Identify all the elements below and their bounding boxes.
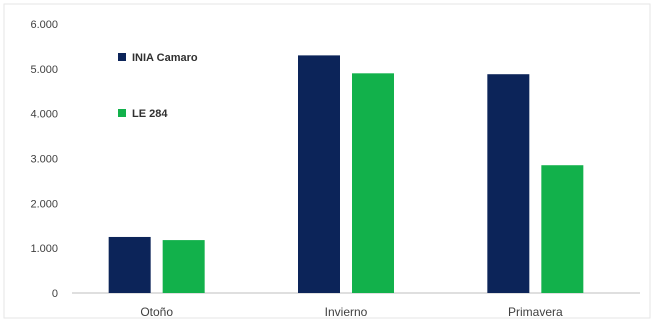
y-tick-label: 3.000: [30, 154, 58, 166]
y-tick-label: 4.000: [30, 109, 58, 121]
bar-1-2: [541, 165, 584, 293]
x-category-label: Otoño: [140, 305, 173, 319]
bar-1-0: [162, 240, 205, 293]
y-tick-label: 5.000: [30, 64, 58, 76]
bar-1-1: [352, 73, 394, 293]
bar-0-0: [108, 236, 151, 293]
legend-swatch: [118, 109, 126, 117]
x-category-label: Invierno: [325, 305, 368, 319]
legend-label: LE 284: [132, 108, 168, 120]
bar-0-2: [487, 74, 530, 293]
y-tick-label: 0: [52, 288, 58, 300]
bar-0-1: [298, 55, 340, 294]
legend-swatch: [118, 53, 126, 61]
y-tick-label: 6.000: [30, 19, 58, 31]
y-tick-label: 2.000: [30, 198, 58, 210]
legend-label: INIA Camaro: [132, 52, 198, 64]
x-category-label: Primavera: [508, 305, 563, 319]
chart-frame: [3, 3, 651, 319]
y-tick-label: 1.000: [30, 243, 58, 255]
